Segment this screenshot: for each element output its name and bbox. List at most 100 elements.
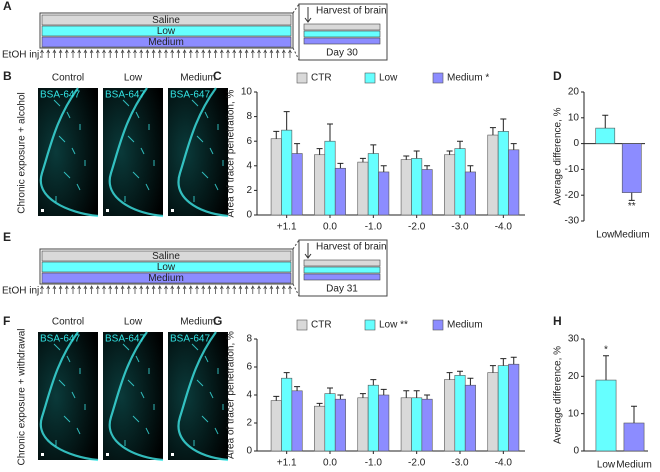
vessel — [214, 183, 219, 191]
arrow-head — [213, 285, 218, 290]
harvest-frame — [298, 239, 388, 297]
legend-swatch — [296, 72, 308, 84]
x-tick-label: Low — [596, 230, 615, 241]
error-bar — [327, 387, 333, 394]
error-bar — [294, 143, 301, 154]
error-bar — [403, 390, 410, 398]
zoom-line — [292, 239, 300, 250]
arrow-head — [114, 285, 119, 290]
vessel — [209, 147, 214, 155]
vessel — [127, 135, 135, 143]
x-tick-label: +1.1 — [277, 458, 297, 469]
arrow-head — [238, 285, 243, 290]
scale-bar — [106, 209, 109, 212]
error-bar — [327, 123, 333, 142]
y-tick-label: 6 — [246, 362, 252, 373]
y-tick-label: 10 — [568, 112, 580, 123]
legend-swatch — [364, 72, 376, 84]
error-bar — [283, 372, 290, 379]
injection-label: EtOH inj. — [2, 286, 42, 297]
y-tick-label: 30 — [568, 334, 580, 345]
x-tick-label: -1.0 — [365, 222, 383, 233]
arrow-head — [108, 49, 113, 54]
y-tick-label: 6 — [246, 136, 252, 147]
arrow-head — [304, 17, 312, 23]
error-bar — [370, 144, 377, 154]
y-tick-label: 0 — [246, 210, 252, 221]
error-bar — [510, 356, 517, 365]
error-bar — [602, 114, 609, 129]
timeline-frame — [39, 248, 294, 285]
legend-swatch — [432, 72, 444, 84]
arrow-head — [226, 49, 230, 54]
y-tick-label: 10 — [568, 408, 580, 419]
micrograph — [168, 332, 228, 460]
group-label: Saline — [152, 251, 180, 262]
error-bar — [489, 127, 496, 136]
tissue-edge — [39, 87, 99, 218]
arrow-head — [226, 285, 230, 290]
column-label: Control — [52, 73, 84, 84]
injection-label: EtOH inj. — [2, 50, 42, 61]
arrow-head — [145, 285, 150, 290]
y-tick-label: 4 — [246, 160, 252, 171]
y-tick-label: 4 — [246, 390, 252, 401]
arrow-head — [95, 285, 100, 290]
bar — [421, 398, 433, 452]
vessel — [209, 391, 214, 399]
error-bar — [628, 192, 635, 201]
zoom-line — [292, 283, 300, 297]
bar — [291, 390, 303, 452]
bar — [400, 397, 412, 452]
x-tick-label: -3.0 — [451, 458, 469, 469]
arrow-head — [219, 285, 224, 290]
bar — [487, 372, 499, 452]
arrow-head — [58, 285, 63, 290]
y-tick-label: 10 — [241, 87, 253, 98]
vessel — [214, 427, 219, 435]
arrow-head — [52, 285, 57, 290]
y-tick-label: 8 — [246, 111, 252, 122]
y-tick-label: 0 — [573, 446, 579, 457]
bar — [444, 379, 456, 452]
error-bar — [631, 405, 637, 423]
legend-label: Low — [379, 73, 398, 84]
bar — [621, 143, 642, 193]
column-label: Low — [124, 317, 143, 328]
error-bar — [467, 165, 474, 172]
group-bar — [41, 36, 292, 48]
y-tick-label: 0 — [573, 138, 579, 149]
vessel — [76, 427, 81, 435]
panel-label: D — [553, 69, 562, 83]
arrow-head — [157, 49, 162, 54]
group-bar — [303, 30, 381, 38]
arrow-head — [95, 49, 100, 54]
legend-label: CTR — [311, 73, 332, 84]
column-label: Medium — [180, 317, 216, 328]
bar — [367, 153, 379, 216]
legend-label: Medium — [447, 320, 483, 331]
x-tick-label: 0.0 — [323, 458, 337, 469]
vessel — [58, 135, 66, 143]
error-bar — [273, 395, 280, 401]
group-label: Saline — [152, 15, 180, 26]
x-tick-label: +1.1 — [277, 222, 297, 233]
bar — [270, 138, 282, 216]
arrow-head — [145, 49, 150, 54]
error-bar — [359, 393, 366, 398]
error-bar — [337, 162, 344, 169]
arrow-head — [257, 49, 261, 54]
condition-label: Chronic exposure + alcohol — [17, 92, 28, 213]
day-label: Day 30 — [326, 48, 358, 59]
group-bar — [303, 37, 381, 45]
bar — [400, 159, 412, 216]
error-bar — [424, 394, 431, 400]
bar — [378, 171, 390, 216]
error-bar — [273, 130, 280, 139]
arrow-head — [52, 49, 57, 54]
tissue-edge — [39, 331, 99, 462]
error-bar — [446, 372, 453, 380]
vessel — [53, 343, 61, 351]
vessel — [135, 355, 140, 363]
